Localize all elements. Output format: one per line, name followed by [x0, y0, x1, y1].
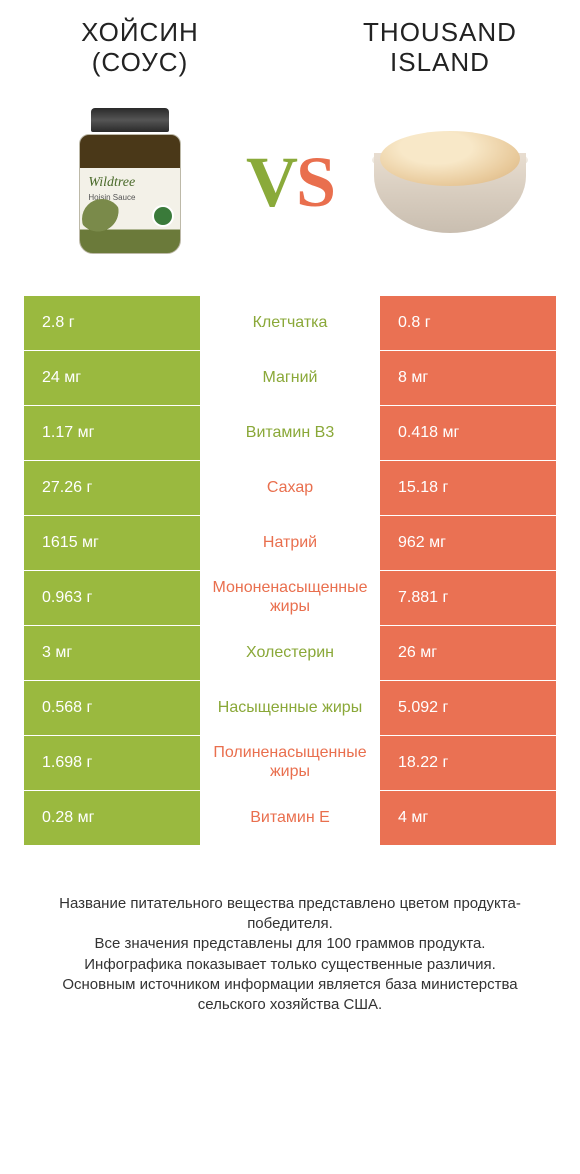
table-row: 2.8 гКлетчатка0.8 г [24, 296, 556, 351]
product-left-title: ХОЙСИН (СОУС) [30, 18, 250, 78]
cell-left-value: 27.26 г [24, 461, 200, 515]
vs-v: V [246, 142, 296, 222]
cell-left-value: 2.8 г [24, 296, 200, 350]
table-row: 0.963 гМононенасыщенные жиры7.881 г [24, 571, 556, 626]
images-row: Wildtree Hoisin Sauce VS [0, 78, 580, 296]
table-row: 1.698 гПолиненасыщенные жиры18.22 г [24, 736, 556, 791]
cell-nutrient-name: Витамин B3 [200, 406, 380, 460]
footer-line: Инфографика показывает только существенн… [30, 955, 550, 975]
cell-right-value: 0.418 мг [380, 406, 556, 460]
cell-nutrient-name: Витамин E [200, 791, 380, 845]
cell-nutrient-name: Насыщенные жиры [200, 681, 380, 735]
hoisin-jar-icon: Wildtree Hoisin Sauce [75, 108, 185, 258]
product-left-image: Wildtree Hoisin Sauce [45, 98, 215, 268]
product-right-title: THOUSAND ISLAND [330, 18, 550, 78]
table-row: 3 мгХолестерин26 мг [24, 626, 556, 681]
footer-line: Основным источником информации является … [30, 975, 550, 1016]
comparison-table: 2.8 гКлетчатка0.8 г24 мгМагний8 мг1.17 м… [24, 296, 556, 846]
table-row: 0.568 гНасыщенные жиры5.092 г [24, 681, 556, 736]
product-right-image [365, 98, 535, 268]
cell-right-value: 7.881 г [380, 571, 556, 625]
cell-nutrient-name: Клетчатка [200, 296, 380, 350]
cell-right-value: 8 мг [380, 351, 556, 405]
cell-nutrient-name: Сахар [200, 461, 380, 515]
cell-right-value: 0.8 г [380, 296, 556, 350]
cell-right-value: 26 мг [380, 626, 556, 680]
cell-left-value: 3 мг [24, 626, 200, 680]
cell-right-value: 962 мг [380, 516, 556, 570]
cell-left-value: 24 мг [24, 351, 200, 405]
cell-left-value: 1.17 мг [24, 406, 200, 460]
cell-left-value: 0.963 г [24, 571, 200, 625]
cell-nutrient-name: Мононенасыщенные жиры [200, 571, 380, 625]
cell-right-value: 4 мг [380, 791, 556, 845]
table-row: 1.17 мгВитамин B30.418 мг [24, 406, 556, 461]
cell-right-value: 15.18 г [380, 461, 556, 515]
cell-nutrient-name: Магний [200, 351, 380, 405]
cell-left-value: 1.698 г [24, 736, 200, 790]
cell-left-value: 0.28 мг [24, 791, 200, 845]
table-row: 24 мгМагний8 мг [24, 351, 556, 406]
table-row: 0.28 мгВитамин E4 мг [24, 791, 556, 846]
table-row: 27.26 гСахар15.18 г [24, 461, 556, 516]
sauce-bowl-icon [370, 123, 530, 243]
cell-nutrient-name: Натрий [200, 516, 380, 570]
footer-notes: Название питательного вещества представл… [30, 894, 550, 1016]
footer-line: Название питательного вещества представл… [30, 894, 550, 935]
vs-s: S [296, 142, 334, 222]
footer-line: Все значения представлены для 100 граммо… [30, 934, 550, 954]
cell-right-value: 18.22 г [380, 736, 556, 790]
table-row: 1615 мгНатрий962 мг [24, 516, 556, 571]
vs-label: VS [246, 141, 334, 224]
cell-nutrient-name: Холестерин [200, 626, 380, 680]
cell-right-value: 5.092 г [380, 681, 556, 735]
cell-left-value: 0.568 г [24, 681, 200, 735]
cell-left-value: 1615 мг [24, 516, 200, 570]
header: ХОЙСИН (СОУС) THOUSAND ISLAND [0, 0, 580, 78]
cell-nutrient-name: Полиненасыщенные жиры [200, 736, 380, 790]
